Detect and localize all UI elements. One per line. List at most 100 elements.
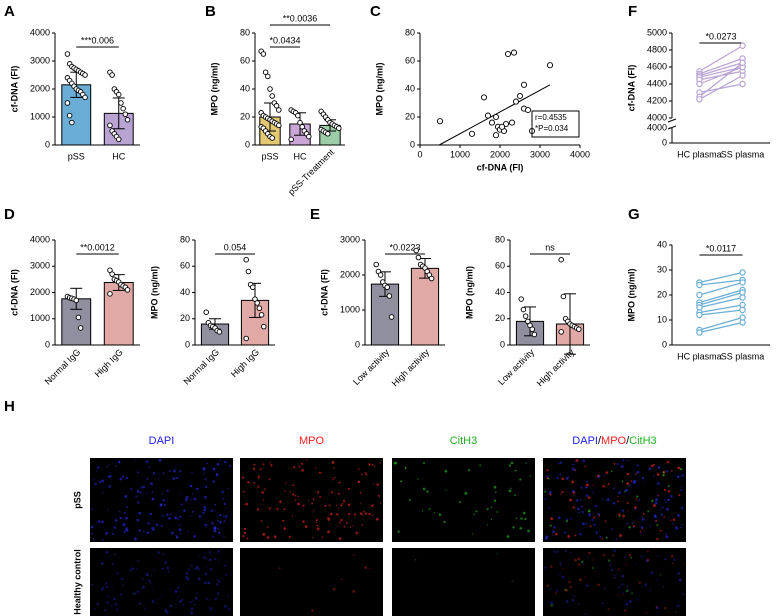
speckle bbox=[119, 477, 123, 481]
data-point bbox=[245, 268, 252, 275]
speckle bbox=[177, 596, 179, 599]
speckle bbox=[337, 492, 340, 495]
speckle bbox=[289, 491, 291, 493]
speckle bbox=[665, 535, 669, 539]
y-tick-label: 0 bbox=[662, 137, 667, 147]
y-axis-label: cf-DNA (FI) bbox=[626, 65, 636, 112]
row-label: pSS bbox=[72, 491, 82, 509]
speckle bbox=[195, 565, 199, 569]
speckle bbox=[376, 483, 379, 486]
speckle bbox=[640, 526, 644, 529]
x-tick-label: 0 bbox=[417, 149, 422, 159]
speckle bbox=[361, 473, 363, 476]
speckle bbox=[524, 517, 527, 521]
speckle bbox=[426, 490, 429, 493]
speckle bbox=[559, 473, 562, 476]
speckle bbox=[597, 512, 600, 516]
data-point bbox=[739, 72, 746, 79]
speckle bbox=[352, 589, 356, 593]
speckle bbox=[108, 485, 112, 488]
speckle bbox=[223, 460, 227, 464]
speckle bbox=[96, 602, 99, 606]
speckle bbox=[670, 555, 674, 558]
speckle bbox=[561, 477, 565, 481]
speckle bbox=[570, 517, 572, 520]
speckle bbox=[347, 487, 350, 490]
column-header: CitH3 bbox=[450, 435, 478, 447]
speckle bbox=[219, 520, 222, 524]
speckle bbox=[641, 528, 644, 530]
speckle bbox=[667, 489, 671, 493]
speckle bbox=[636, 470, 640, 474]
speckle bbox=[664, 488, 667, 492]
speckle bbox=[111, 563, 114, 566]
speckle bbox=[102, 538, 104, 541]
x-tick-label: 3000 bbox=[530, 149, 550, 159]
sig-label: 0.054 bbox=[224, 242, 247, 252]
x-tick-label: High IgG bbox=[93, 347, 125, 379]
speckle bbox=[208, 558, 212, 562]
speckle bbox=[282, 519, 285, 522]
speckle bbox=[573, 595, 576, 598]
speckle bbox=[179, 533, 182, 535]
speckle bbox=[114, 602, 118, 606]
speckle bbox=[571, 480, 575, 484]
y-tick-label: 0 bbox=[662, 339, 667, 349]
speckle bbox=[364, 471, 367, 474]
y-tick-label: 1000 bbox=[30, 313, 50, 323]
speckle bbox=[101, 479, 105, 483]
speckle bbox=[603, 554, 606, 557]
speckle bbox=[559, 561, 562, 564]
speckle bbox=[655, 606, 659, 610]
speckle bbox=[273, 535, 277, 539]
speckle bbox=[155, 523, 159, 526]
speckle bbox=[105, 550, 109, 554]
speckle bbox=[169, 604, 173, 608]
speckle bbox=[579, 533, 582, 536]
speckle bbox=[547, 477, 550, 480]
speckle bbox=[359, 502, 362, 504]
y-axis-label: MPO (ng/ml) bbox=[464, 266, 474, 319]
speckle bbox=[397, 530, 400, 533]
speckle bbox=[558, 462, 560, 465]
data-point bbox=[109, 271, 115, 277]
speckle bbox=[141, 577, 143, 579]
speckle bbox=[118, 460, 121, 463]
speckle bbox=[623, 609, 627, 612]
data-point bbox=[107, 122, 113, 129]
y-axis-label: MPO (ng/ml) bbox=[374, 63, 384, 116]
y-tick-label: 2000 bbox=[30, 287, 50, 297]
data-point bbox=[115, 91, 122, 98]
speckle bbox=[625, 602, 629, 606]
speckle bbox=[327, 530, 331, 534]
speckle bbox=[604, 520, 607, 522]
speckle bbox=[316, 524, 319, 527]
speckle bbox=[156, 599, 158, 601]
speckle bbox=[613, 576, 616, 579]
speckle bbox=[97, 520, 100, 523]
speckle bbox=[121, 475, 125, 478]
speckle bbox=[592, 516, 596, 519]
speckle bbox=[569, 586, 572, 589]
speckle bbox=[574, 558, 577, 562]
data-point bbox=[739, 269, 746, 276]
speckle bbox=[667, 498, 670, 502]
speckle bbox=[256, 508, 260, 511]
y-tick-label: 4200 bbox=[647, 95, 667, 105]
speckle bbox=[191, 471, 193, 474]
data-point bbox=[488, 119, 496, 126]
data-point bbox=[243, 335, 249, 342]
speckle bbox=[142, 578, 145, 581]
speckle bbox=[565, 520, 569, 523]
data-point bbox=[73, 297, 79, 304]
speckle bbox=[223, 520, 226, 523]
data-point bbox=[522, 313, 529, 319]
speckle bbox=[660, 513, 664, 516]
sig-label: ns bbox=[545, 242, 555, 252]
speckle bbox=[626, 522, 629, 525]
speckle bbox=[444, 469, 448, 473]
speckle bbox=[663, 498, 666, 501]
column-header: DAPI/MPO/CitH3 bbox=[572, 435, 656, 447]
speckle bbox=[245, 502, 249, 506]
